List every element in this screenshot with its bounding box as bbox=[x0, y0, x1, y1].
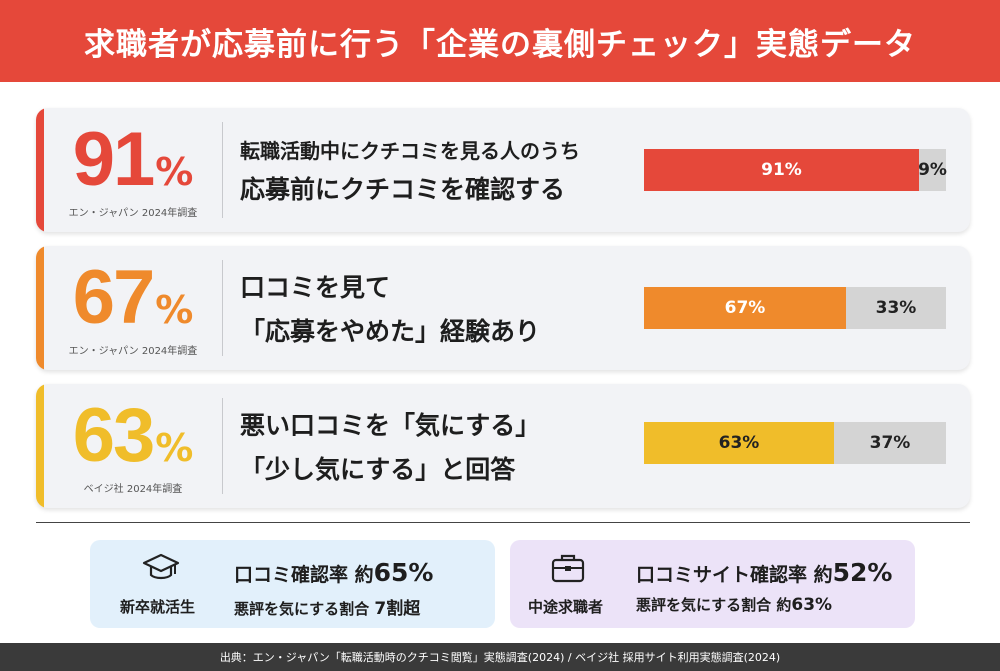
section-divider bbox=[36, 522, 970, 523]
card-text: 転職活動中にクチコミを見る人のうち 応募前にクチコミを確認する bbox=[240, 108, 630, 232]
review-site-check-rate: 口コミサイト確認率 約52% bbox=[636, 558, 892, 587]
stacked-bar: 91% 9% bbox=[644, 149, 947, 191]
card-line-1: 転職活動中にクチコミを見る人のうち bbox=[240, 138, 580, 163]
stat-card-3: 63 % ベイジ社 2024年調査 悪い口コミを「気にする」 「少し気にする」と… bbox=[36, 384, 970, 508]
bar-value-label: 63% bbox=[718, 433, 760, 453]
stat-value: 65% bbox=[373, 558, 434, 587]
segment-label: 新卒就活生 bbox=[120, 598, 196, 616]
bar-fill: 67% bbox=[644, 287, 846, 329]
card-line-1: 悪い口コミを「気にする」 bbox=[240, 411, 541, 440]
divider bbox=[222, 398, 223, 494]
card-accent bbox=[36, 246, 44, 370]
percent-unit: % bbox=[155, 425, 194, 470]
new-graduate-box: 新卒就活生 口コミ確認率 約65% 悪評を気にする割合 7割超 bbox=[90, 540, 495, 628]
stat-value: 7割超 bbox=[374, 599, 421, 619]
source-label: エン・ジャパン 2024年調査 bbox=[68, 207, 198, 219]
source-footer: 出典：エン・ジャパン「転職活動時のクチコミ閲覧」実態調査(2024) / ベイジ… bbox=[0, 643, 1000, 671]
bad-review-concern-rate: 悪評を気にする割合 約63% bbox=[636, 594, 832, 615]
source-label: エン・ジャパン 2024年調査 bbox=[68, 345, 198, 357]
divider bbox=[222, 260, 223, 356]
stat-value: 63% bbox=[791, 595, 833, 615]
percent-value: 63 bbox=[72, 392, 156, 478]
stacked-bar: 63% 37% bbox=[644, 422, 946, 464]
bar-remainder-label: 37% bbox=[869, 433, 911, 453]
mid-career-box: 中途求職者 口コミサイト確認率 約52% 悪評を気にする割合 約63% bbox=[510, 540, 915, 628]
bar-fill: 91% bbox=[644, 149, 919, 191]
bar-remainder: 33% bbox=[846, 287, 946, 329]
card-line-2: 「少し気にする」と回答 bbox=[240, 455, 516, 484]
stat-card-2: 67 % エン・ジャパン 2024年調査 口コミを見て 「応募をやめた」経験あり… bbox=[36, 246, 970, 370]
review-check-rate: 口コミ確認率 約65% bbox=[234, 558, 433, 587]
bar-value-label: 91% bbox=[761, 160, 802, 180]
percent-unit: % bbox=[155, 149, 194, 194]
stat-prefix: 口コミサイト確認率 約 bbox=[636, 564, 833, 586]
percent-value: 67 bbox=[72, 254, 156, 340]
stat-prefix: 悪評を気にする割合 bbox=[234, 600, 375, 618]
briefcase-icon bbox=[551, 554, 585, 583]
bar-value-label: 67% bbox=[724, 298, 766, 318]
bar-remainder-label: 33% bbox=[875, 298, 917, 318]
divider bbox=[222, 122, 223, 218]
graduation-cap-icon bbox=[142, 553, 180, 580]
card-text: 口コミを見て 「応募をやめた」経験あり bbox=[240, 246, 630, 370]
stat-prefix: 悪評を気にする割合 約 bbox=[636, 596, 792, 614]
card-accent bbox=[36, 384, 44, 508]
stat-card-1: 91 % エン・ジャパン 2024年調査 転職活動中にクチコミを見る人のうち 応… bbox=[36, 108, 970, 232]
bar-remainder: 9% bbox=[918, 149, 947, 191]
card-text: 悪い口コミを「気にする」 「少し気にする」と回答 bbox=[240, 384, 630, 508]
bar-remainder-label: 9% bbox=[918, 160, 947, 180]
page-title: 求職者が応募前に行う「企業の裏側チェック」実態データ bbox=[84, 26, 916, 63]
percent-value: 91 bbox=[72, 116, 156, 202]
card-accent bbox=[36, 108, 44, 232]
header-banner: 求職者が応募前に行う「企業の裏側チェック」実態データ bbox=[0, 0, 1000, 82]
card-line-1: 口コミを見て bbox=[240, 273, 391, 302]
bad-review-concern-rate: 悪評を気にする割合 7割超 bbox=[234, 594, 420, 619]
segment-label: 中途求職者 bbox=[528, 598, 604, 616]
stat-prefix: 口コミ確認率 約 bbox=[234, 564, 374, 586]
stacked-bar: 67% 33% bbox=[644, 287, 946, 329]
percent-block: 91 % エン・ジャパン 2024年調査 bbox=[44, 108, 222, 232]
source-label: ベイジ社 2024年調査 bbox=[83, 483, 183, 495]
card-line-2: 「応募をやめた」経験あり bbox=[240, 317, 541, 346]
percent-block: 67 % エン・ジャパン 2024年調査 bbox=[44, 246, 222, 370]
card-line-2: 応募前にクチコミを確認する bbox=[240, 174, 566, 204]
bar-fill: 63% bbox=[644, 422, 834, 464]
percent-unit: % bbox=[155, 287, 194, 332]
percent-block: 63 % ベイジ社 2024年調査 bbox=[44, 384, 222, 508]
stat-value: 52% bbox=[832, 558, 893, 587]
bar-remainder: 37% bbox=[834, 422, 946, 464]
